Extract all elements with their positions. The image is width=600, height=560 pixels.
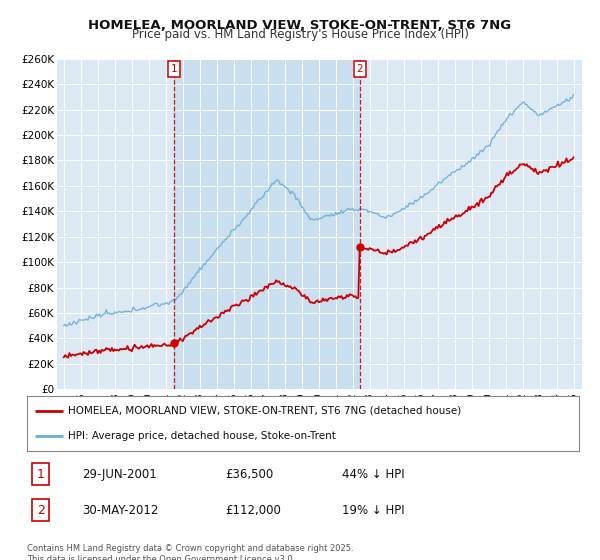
Text: Contains HM Land Registry data © Crown copyright and database right 2025.
This d: Contains HM Land Registry data © Crown c… bbox=[27, 544, 353, 560]
Text: 44% ↓ HPI: 44% ↓ HPI bbox=[341, 468, 404, 480]
Text: Price paid vs. HM Land Registry's House Price Index (HPI): Price paid vs. HM Land Registry's House … bbox=[131, 28, 469, 41]
Text: HPI: Average price, detached house, Stoke-on-Trent: HPI: Average price, detached house, Stok… bbox=[68, 431, 336, 441]
Text: 19% ↓ HPI: 19% ↓ HPI bbox=[341, 504, 404, 517]
Text: 1: 1 bbox=[37, 468, 45, 480]
Text: 30-MAY-2012: 30-MAY-2012 bbox=[82, 504, 158, 517]
Text: HOMELEA, MOORLAND VIEW, STOKE-ON-TRENT, ST6 7NG (detached house): HOMELEA, MOORLAND VIEW, STOKE-ON-TRENT, … bbox=[68, 406, 461, 416]
Text: 2: 2 bbox=[356, 64, 363, 74]
Text: HOMELEA, MOORLAND VIEW, STOKE-ON-TRENT, ST6 7NG: HOMELEA, MOORLAND VIEW, STOKE-ON-TRENT, … bbox=[88, 18, 512, 32]
Text: 29-JUN-2001: 29-JUN-2001 bbox=[82, 468, 157, 480]
Bar bbox=[174, 59, 359, 389]
Text: £112,000: £112,000 bbox=[226, 504, 281, 517]
Text: 1: 1 bbox=[171, 64, 178, 74]
Text: £36,500: £36,500 bbox=[226, 468, 274, 480]
Text: 2: 2 bbox=[37, 504, 45, 517]
